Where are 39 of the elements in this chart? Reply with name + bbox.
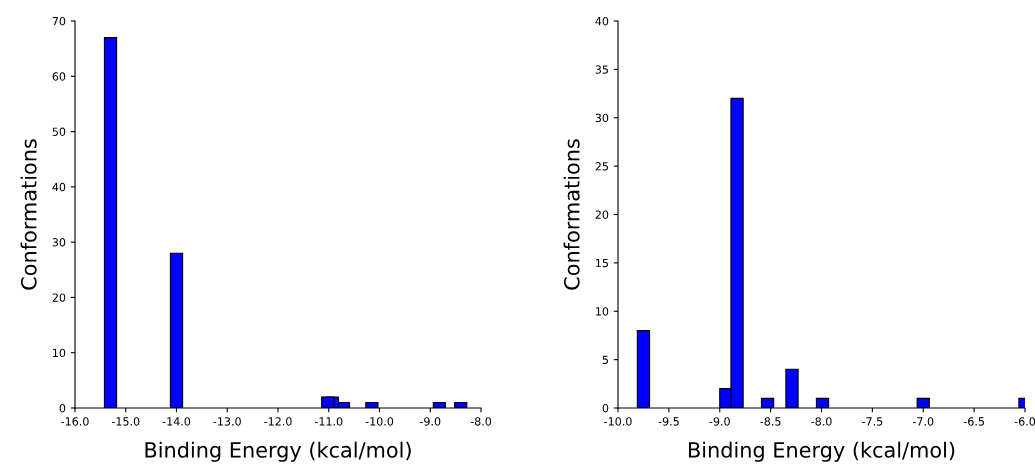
y-tick-label: 40 bbox=[595, 16, 609, 26]
x-tick-label: -14.0 bbox=[162, 417, 191, 426]
y-tick-label: 70 bbox=[52, 16, 66, 26]
y-axis-title: Conformations bbox=[563, 139, 580, 290]
y-tick-label: 30 bbox=[52, 238, 66, 247]
y-tick-label: 5 bbox=[602, 355, 608, 364]
x-tick-label: -15.0 bbox=[111, 417, 140, 426]
x-tick-label: -6.0 bbox=[1014, 417, 1035, 426]
x-tick-label: -11.0 bbox=[314, 417, 343, 426]
x-tick-label: -6.5 bbox=[963, 417, 984, 426]
x-tick-label: -8.0 bbox=[470, 417, 492, 426]
x-tick-label: -8.5 bbox=[760, 417, 781, 426]
x-axis-title: Binding Energy (kcal/mol) bbox=[145, 441, 411, 462]
y-tick-label: 35 bbox=[595, 65, 608, 74]
y-axis-title: Conformations bbox=[20, 139, 37, 290]
y-tick-label: 10 bbox=[596, 307, 609, 316]
x-tick-label: -13.0 bbox=[213, 417, 241, 426]
x-tick-label: -12.0 bbox=[264, 417, 292, 426]
y-tick-label: 15 bbox=[596, 259, 608, 268]
y-tick-label: 30 bbox=[595, 113, 609, 123]
y-tick-label: 10 bbox=[53, 348, 66, 358]
x-tick-label: -7.5 bbox=[862, 417, 883, 426]
y-tick-label: 50 bbox=[52, 127, 66, 136]
y-tick-label: 0 bbox=[602, 403, 609, 413]
x-tick-label: -16.0 bbox=[61, 417, 89, 426]
y-tick-label: 20 bbox=[52, 293, 66, 302]
x-axis-title: Binding Energy (kcal/mol) bbox=[689, 441, 955, 462]
y-tick-label: 20 bbox=[595, 210, 609, 219]
x-tick-label: -7.0 bbox=[912, 417, 934, 426]
y-tick-label: 40 bbox=[52, 182, 66, 192]
x-tick-label: -10.0 bbox=[365, 417, 394, 426]
y-tick-label: 60 bbox=[52, 72, 66, 81]
y-tick-label: 0 bbox=[59, 403, 66, 413]
x-tick-label: -8.0 bbox=[811, 417, 832, 426]
y-tick-label: 25 bbox=[595, 162, 608, 171]
x-tick-label: -9.5 bbox=[658, 417, 679, 426]
x-tick-label: -9.0 bbox=[709, 417, 730, 426]
x-tick-label: -9.0 bbox=[419, 417, 441, 426]
x-tick-label: -10.0 bbox=[604, 417, 632, 426]
